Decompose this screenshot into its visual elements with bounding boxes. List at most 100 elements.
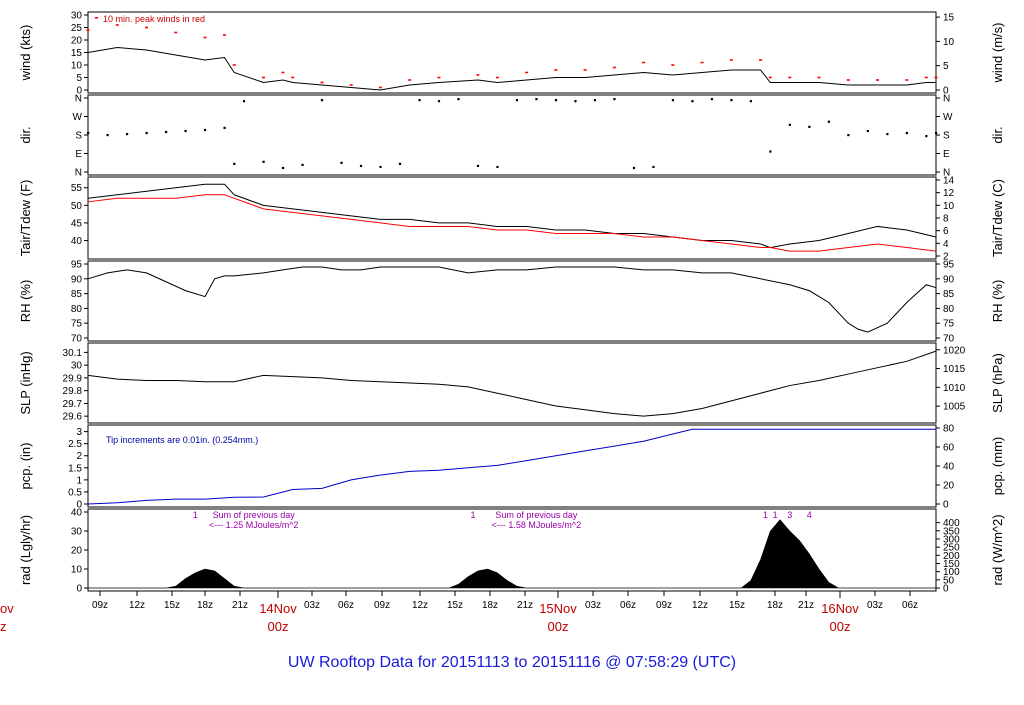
x-tick-label: 12z (412, 600, 428, 611)
left-tick-label-dir: N (75, 94, 82, 105)
left-tick-label-pcp: 2.5 (68, 439, 82, 450)
peak-wind-point (408, 79, 412, 81)
x-tick-label: 15z (447, 600, 463, 611)
peak-wind-point (554, 69, 558, 71)
right-tick-label-temp: 6 (943, 226, 949, 237)
dir-point (691, 100, 694, 103)
dir-point (359, 164, 363, 168)
left-tick-label-rh: 75 (71, 319, 83, 330)
panel-slp: 29.6 29.7 29.8 29.930 30.1 1005 1010 1015 1020 SL… (18, 342, 1005, 424)
series-line-slp-0 (87, 350, 937, 417)
right-tick-label-wind: 5 (943, 61, 949, 72)
x-tick-label: 18z (767, 600, 783, 611)
left-tick-label-pcp: 3 (76, 427, 82, 438)
right-tick-label-pcp: 20 (943, 481, 955, 492)
dir-point (476, 164, 480, 168)
left-tick-label-wind: 0 (76, 86, 82, 97)
right-tick-label-pcp: 0 (943, 500, 949, 511)
left-tick-label-slp: 30 (71, 361, 83, 372)
time-axis: 09z 12z 15z 18z 21z 03z 06z 09z 12z 15z 18z 21z 03z 0… (0, 591, 918, 634)
tip-increment-note: Tip increments are 0.01in. (0.254mm.) (106, 435, 258, 445)
right-tick-label-wind: 15 (943, 13, 955, 24)
x-tick-label: 21z (232, 600, 248, 611)
x-tick-label: 06z (338, 600, 354, 611)
left-tick-label-rad: 40 (71, 508, 83, 519)
series-line-temp-1 (87, 194, 937, 252)
right-tick-label-dir: E (943, 149, 950, 160)
cut-day-label: ov (0, 601, 14, 616)
dir-point (769, 150, 772, 153)
peak-wind-point (222, 34, 226, 36)
peak-wind-point (291, 76, 295, 79)
peak-wind-point (115, 24, 119, 26)
dir-point (340, 161, 343, 164)
right-tick-label-dir: W (943, 112, 953, 123)
dir-point (242, 100, 246, 103)
peak-wind-point (905, 79, 909, 81)
ylabel-left-wind: wind (kts) (18, 25, 33, 82)
right-tick-label-temp: 10 (943, 201, 955, 212)
figure-title: UW Rooftop Data for 20151113 to 20151116… (288, 654, 736, 671)
peak-wind-point (583, 69, 587, 71)
ylabel-right-dir: dir. (990, 126, 1005, 143)
right-tick-label-rad: 200 (943, 551, 960, 562)
peak-wind-point (924, 76, 928, 79)
left-tick-label-temp: 45 (71, 218, 83, 229)
x-tick-label: 12z (692, 600, 708, 611)
dir-point (535, 98, 538, 101)
dir-point (788, 123, 791, 126)
dir-point (574, 100, 577, 103)
ylabel-right-slp: SLP (hPa) (990, 353, 1005, 413)
x-tick-label: 12z (129, 600, 145, 611)
peak-wind-point (876, 79, 880, 81)
peak-wind-point (174, 31, 178, 34)
ylabel-left-slp: SLP (inHg) (18, 351, 33, 414)
x-tick-label: 03z (304, 600, 320, 611)
radiation-annotation: <--- 1.58 MJoules/m^2 (492, 520, 582, 530)
x-tick-label: 03z (585, 600, 601, 611)
left-tick-label-rh: 90 (71, 274, 83, 285)
dir-point (457, 98, 460, 101)
ylabel-left-rh: RH (%) (18, 280, 33, 323)
dir-point (301, 163, 304, 167)
peak-wind-point (525, 71, 529, 74)
peak-wind-point (612, 66, 616, 69)
right-tick-label-wind: 0 (943, 86, 949, 97)
ylabel-left-dir: dir. (18, 126, 33, 143)
series-line-rh-0 (87, 266, 937, 333)
ylabel-right-temp: Tair/Tdew (C) (990, 179, 1005, 257)
left-tick-label-wind: 15 (71, 48, 83, 59)
ylabel-right-rad: rad (W/m^2) (990, 514, 1005, 585)
left-tick-label-wind: 5 (76, 73, 82, 84)
dir-point (593, 99, 597, 102)
right-tick-label-dir: S (943, 131, 950, 142)
right-tick-label-slp: 1020 (943, 345, 966, 356)
x-tick-label: 21z (517, 600, 533, 611)
left-tick-label-pcp: 0.5 (68, 487, 82, 498)
left-tick-label-dir: N (75, 168, 82, 179)
ylabel-right-pcp: pcp. (mm) (990, 437, 1005, 496)
left-tick-label-pcp: 1 (76, 475, 82, 486)
right-tick-label-pcp: 60 (943, 443, 955, 454)
right-tick-label-rad: 300 (943, 534, 960, 545)
dir-point (379, 165, 382, 169)
day-sub-label: 00z (830, 619, 851, 634)
peak-legend-marker (95, 17, 98, 19)
x-tick-label: 18z (197, 600, 213, 611)
peak-wind-point (437, 76, 441, 79)
x-tick-label: 09z (656, 600, 672, 611)
series-line-temp-0 (87, 183, 937, 249)
panel-frame-dir (87, 94, 937, 176)
right-tick-label-rad: 350 (943, 526, 960, 537)
dir-point (398, 162, 402, 165)
dir-point (320, 99, 324, 102)
left-tick-label-rh: 95 (71, 260, 83, 271)
day-label: 16Nov (821, 601, 859, 616)
x-tick-label: 06z (620, 600, 636, 611)
left-tick-label-slp: 29.6 (63, 412, 83, 423)
left-tick-label-temp: 55 (71, 183, 83, 194)
left-tick-label-temp: 50 (71, 201, 83, 212)
